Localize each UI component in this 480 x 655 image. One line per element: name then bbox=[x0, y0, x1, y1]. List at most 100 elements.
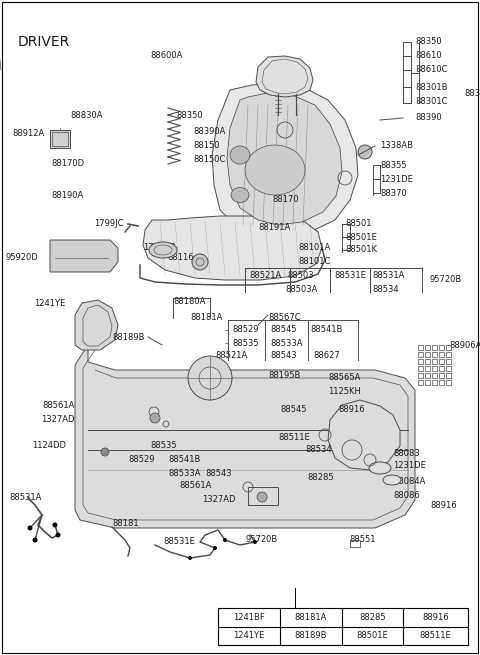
Bar bbox=[432, 380, 437, 385]
Bar bbox=[425, 345, 430, 350]
Text: 88610: 88610 bbox=[415, 52, 442, 60]
Text: 88916: 88916 bbox=[430, 500, 456, 510]
Text: 88551: 88551 bbox=[349, 536, 375, 544]
Circle shape bbox=[52, 523, 58, 527]
Text: 88541B: 88541B bbox=[310, 326, 342, 335]
Text: 1327AD: 1327AD bbox=[41, 415, 75, 424]
Circle shape bbox=[101, 448, 109, 456]
Text: 1241BF: 1241BF bbox=[233, 612, 265, 622]
Text: 1241YE: 1241YE bbox=[233, 631, 264, 640]
Text: 88180A: 88180A bbox=[173, 297, 205, 305]
Circle shape bbox=[358, 145, 372, 159]
Text: 88101A: 88101A bbox=[298, 242, 330, 252]
Bar bbox=[425, 352, 430, 357]
Bar bbox=[432, 366, 437, 371]
Text: 88916: 88916 bbox=[338, 405, 365, 415]
Text: 88350: 88350 bbox=[176, 111, 203, 119]
Text: 88529: 88529 bbox=[232, 326, 259, 335]
Text: 88565A: 88565A bbox=[328, 373, 360, 383]
Text: 88535: 88535 bbox=[150, 441, 177, 449]
Bar bbox=[425, 366, 430, 371]
Circle shape bbox=[253, 540, 257, 544]
Text: 88531E: 88531E bbox=[163, 538, 195, 546]
Bar bbox=[446, 373, 451, 378]
Bar bbox=[418, 359, 423, 364]
Text: 88545: 88545 bbox=[270, 326, 297, 335]
Text: 1125KH: 1125KH bbox=[328, 386, 361, 396]
Text: 88191A: 88191A bbox=[258, 223, 290, 233]
Text: 1124DD: 1124DD bbox=[32, 441, 66, 449]
Polygon shape bbox=[143, 216, 322, 280]
Bar bbox=[432, 359, 437, 364]
Text: 1327AD: 1327AD bbox=[202, 495, 236, 504]
Text: 88543: 88543 bbox=[270, 352, 297, 360]
Bar bbox=[446, 345, 451, 350]
Bar bbox=[446, 380, 451, 385]
Text: 1799VB: 1799VB bbox=[143, 242, 176, 252]
Text: 88501E: 88501E bbox=[357, 631, 388, 640]
Bar bbox=[418, 366, 423, 371]
Circle shape bbox=[213, 546, 217, 550]
Text: 88301B: 88301B bbox=[415, 83, 447, 92]
Ellipse shape bbox=[231, 187, 249, 202]
Text: 88350: 88350 bbox=[415, 37, 442, 47]
Text: 88521A: 88521A bbox=[249, 272, 281, 280]
Text: 88627: 88627 bbox=[313, 352, 340, 360]
Bar bbox=[439, 380, 444, 385]
Text: 88541B: 88541B bbox=[168, 455, 200, 464]
Polygon shape bbox=[328, 400, 400, 470]
Text: 88610C: 88610C bbox=[415, 66, 447, 75]
Text: 88116: 88116 bbox=[168, 253, 194, 263]
Text: 88301C: 88301C bbox=[415, 96, 447, 105]
Bar bbox=[418, 345, 423, 350]
Text: 88561A: 88561A bbox=[43, 402, 75, 411]
Bar bbox=[418, 352, 423, 357]
Text: 88830A: 88830A bbox=[71, 111, 103, 119]
Text: 88170: 88170 bbox=[272, 195, 299, 204]
Text: 88181: 88181 bbox=[112, 519, 139, 529]
Text: 88561A: 88561A bbox=[179, 481, 211, 491]
Circle shape bbox=[27, 525, 33, 531]
Bar bbox=[218, 608, 468, 645]
Ellipse shape bbox=[149, 242, 177, 258]
Bar bbox=[432, 373, 437, 378]
Text: 88083: 88083 bbox=[393, 449, 420, 457]
Text: 88543: 88543 bbox=[205, 468, 232, 477]
Text: 88503A: 88503A bbox=[285, 284, 317, 293]
Text: 88390: 88390 bbox=[415, 113, 442, 122]
Bar bbox=[418, 380, 423, 385]
Text: 88531A: 88531A bbox=[10, 493, 42, 502]
Bar bbox=[439, 373, 444, 378]
Text: 95720B: 95720B bbox=[246, 536, 278, 544]
Text: 88355: 88355 bbox=[380, 160, 407, 170]
Text: 88906A: 88906A bbox=[449, 341, 480, 350]
Bar bbox=[446, 359, 451, 364]
Text: 88531E: 88531E bbox=[334, 272, 366, 280]
Bar bbox=[439, 345, 444, 350]
Text: 88190A: 88190A bbox=[52, 191, 84, 200]
Bar bbox=[446, 366, 451, 371]
Bar bbox=[432, 345, 437, 350]
Text: 88511E: 88511E bbox=[278, 432, 310, 441]
Text: 88535: 88535 bbox=[232, 339, 259, 348]
Bar bbox=[425, 359, 430, 364]
Text: 88545: 88545 bbox=[280, 405, 307, 415]
Text: 1338AB: 1338AB bbox=[380, 141, 413, 151]
Text: 88916: 88916 bbox=[422, 612, 449, 622]
Text: 88189B: 88189B bbox=[295, 631, 327, 640]
Circle shape bbox=[33, 538, 37, 542]
Bar bbox=[350, 540, 360, 547]
Bar bbox=[52, 132, 68, 146]
Text: 88534: 88534 bbox=[372, 284, 398, 293]
Polygon shape bbox=[75, 300, 118, 350]
Text: 88531A: 88531A bbox=[372, 272, 404, 280]
Text: 88503: 88503 bbox=[287, 272, 313, 280]
Bar bbox=[446, 352, 451, 357]
Bar bbox=[439, 366, 444, 371]
Text: 88195B: 88195B bbox=[268, 371, 300, 379]
Ellipse shape bbox=[245, 145, 305, 195]
Bar bbox=[50, 130, 70, 148]
Text: 88181A: 88181A bbox=[190, 312, 222, 322]
Circle shape bbox=[257, 492, 267, 502]
Text: 88505A: 88505A bbox=[194, 369, 226, 377]
